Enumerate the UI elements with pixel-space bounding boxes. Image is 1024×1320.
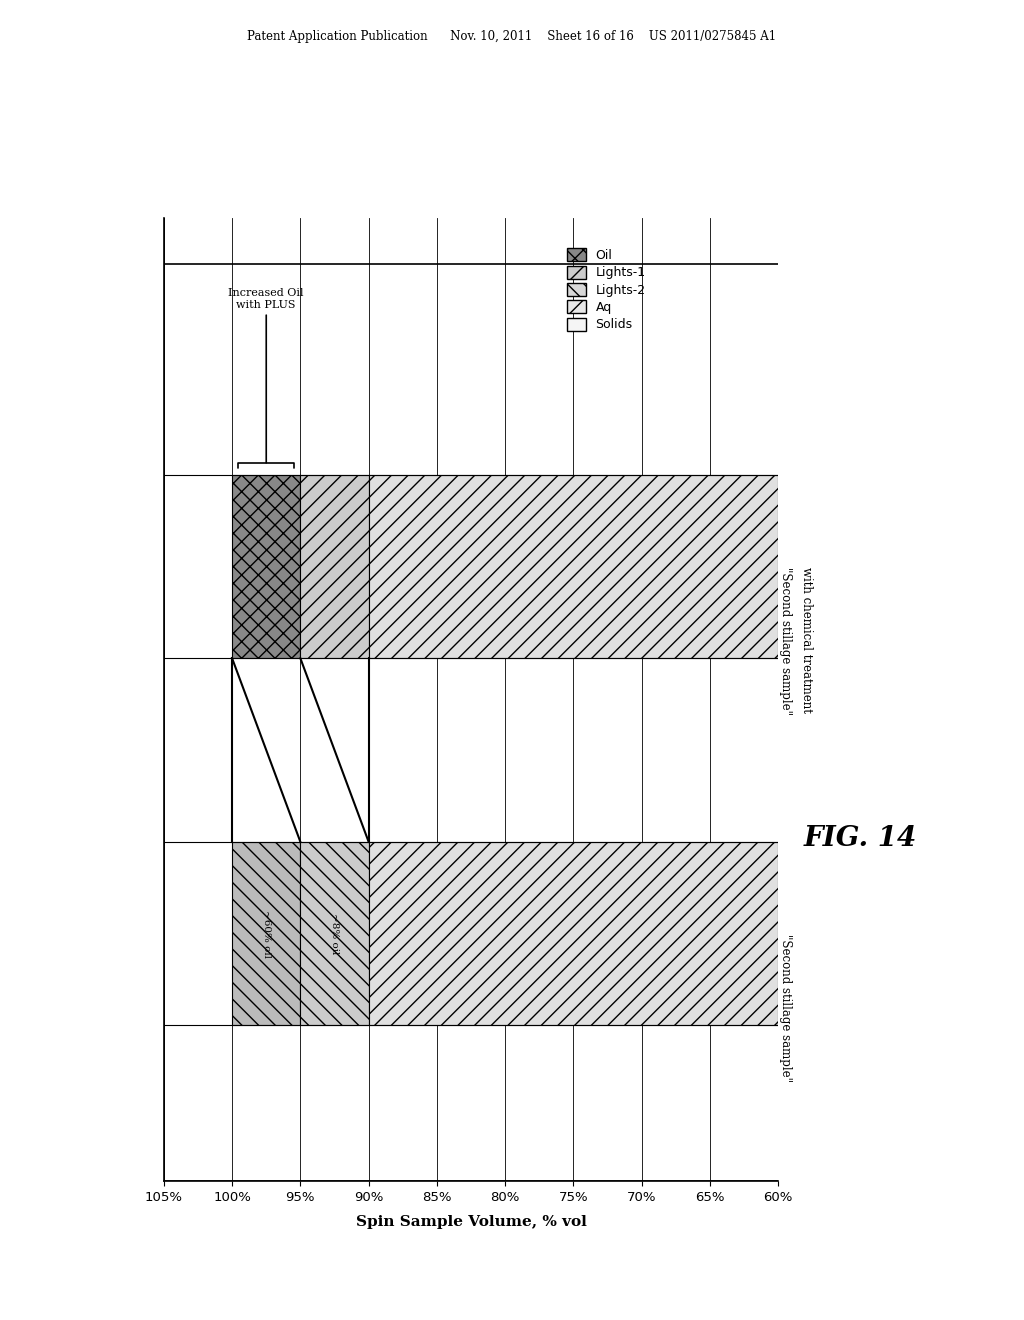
- Text: ~60% oil: ~60% oil: [262, 909, 270, 957]
- Bar: [369, 475, 778, 659]
- Legend: Oil, Lights-1, Lights-2, Aq, Solids: Oil, Lights-1, Lights-2, Aq, Solids: [562, 243, 650, 337]
- Bar: [300, 842, 369, 1026]
- Text: with chemical treatment: with chemical treatment: [800, 566, 812, 713]
- Bar: [369, 842, 778, 1026]
- Bar: [232, 842, 300, 1026]
- Text: "Second stillage sample": "Second stillage sample": [778, 566, 792, 714]
- Text: ~8% oil: ~8% oil: [330, 913, 339, 954]
- Text: FIG. 14: FIG. 14: [804, 825, 916, 851]
- Text: "Second stillage sample": "Second stillage sample": [778, 933, 792, 1081]
- Bar: [300, 475, 369, 659]
- X-axis label: Spin Sample Volume, % vol: Spin Sample Volume, % vol: [355, 1216, 587, 1229]
- Text: Patent Application Publication      Nov. 10, 2011    Sheet 16 of 16    US 2011/0: Patent Application Publication Nov. 10, …: [248, 30, 776, 44]
- Text: Increased Oil
with PLUS: Increased Oil with PLUS: [228, 288, 304, 469]
- Bar: [232, 475, 300, 659]
